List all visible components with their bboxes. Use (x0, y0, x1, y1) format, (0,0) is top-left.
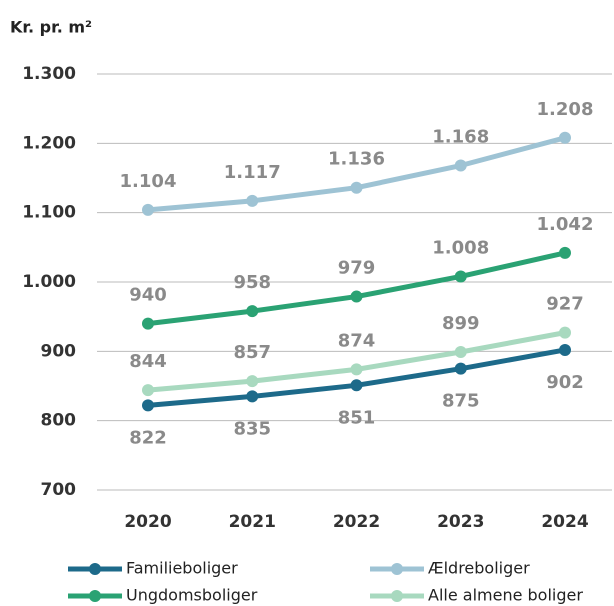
value-label: 835 (233, 418, 271, 439)
legend-marker (89, 590, 101, 602)
point (559, 246, 571, 259)
point (454, 362, 467, 375)
point (142, 317, 154, 330)
value-label: 1.117 (224, 162, 281, 183)
x-tick-label: 2020 (124, 512, 171, 532)
value-label: 927 (546, 294, 584, 315)
legend-label: Ældreboliger (428, 559, 530, 578)
y-tick-label: 900 (41, 341, 77, 361)
value-label: 874 (338, 330, 376, 351)
value-label: 1.136 (328, 149, 385, 170)
point (559, 343, 571, 356)
point (350, 181, 363, 194)
x-tick-label: 2021 (229, 512, 276, 532)
point (350, 290, 363, 303)
y-tick-label: 1.100 (22, 203, 76, 223)
x-tick-label: 2023 (437, 512, 484, 532)
legend-marker (391, 563, 403, 575)
value-label: 1.168 (432, 127, 489, 148)
value-label: 851 (338, 407, 376, 428)
point (246, 194, 259, 207)
x-tick-label: 2024 (541, 512, 588, 532)
y-tick-label: 1.000 (22, 272, 76, 292)
value-label: 1.042 (537, 214, 594, 235)
point (142, 203, 154, 216)
series-line (147, 347, 566, 408)
value-label: 940 (129, 285, 167, 306)
value-label: 1.104 (120, 171, 177, 192)
legend-label: Familieboliger (126, 559, 238, 578)
value-label: 822 (129, 427, 167, 448)
point (142, 384, 154, 397)
value-label: 958 (233, 272, 271, 293)
value-label: 1.008 (432, 237, 489, 258)
point (454, 270, 467, 283)
x-tick-label: 2022 (333, 512, 380, 532)
y-tick-label: 700 (41, 480, 77, 500)
y-tick-label: 1.200 (22, 133, 76, 153)
value-label: 902 (546, 372, 584, 393)
point (142, 399, 154, 412)
value-label: 979 (338, 258, 376, 279)
value-label: 1.208 (537, 99, 594, 120)
point (559, 131, 571, 144)
value-label: 844 (129, 351, 167, 372)
point (559, 326, 571, 339)
point (350, 379, 363, 392)
legend-marker (89, 563, 101, 575)
point (454, 159, 467, 172)
point (246, 375, 259, 388)
point (454, 346, 467, 359)
y-tick-label: 1.300 (22, 64, 76, 84)
legend-marker (391, 590, 403, 602)
point (246, 390, 259, 403)
value-label: 875 (442, 391, 480, 412)
point (246, 305, 259, 318)
point (350, 363, 363, 376)
value-label: 899 (442, 313, 480, 334)
y-axis-label: Kr. pr. m² (10, 18, 92, 37)
value-label: 857 (233, 342, 271, 363)
legend-label: Ungdomsboliger (126, 586, 258, 605)
y-tick-label: 800 (41, 411, 77, 431)
legend-label: Alle almene boliger (428, 586, 583, 605)
